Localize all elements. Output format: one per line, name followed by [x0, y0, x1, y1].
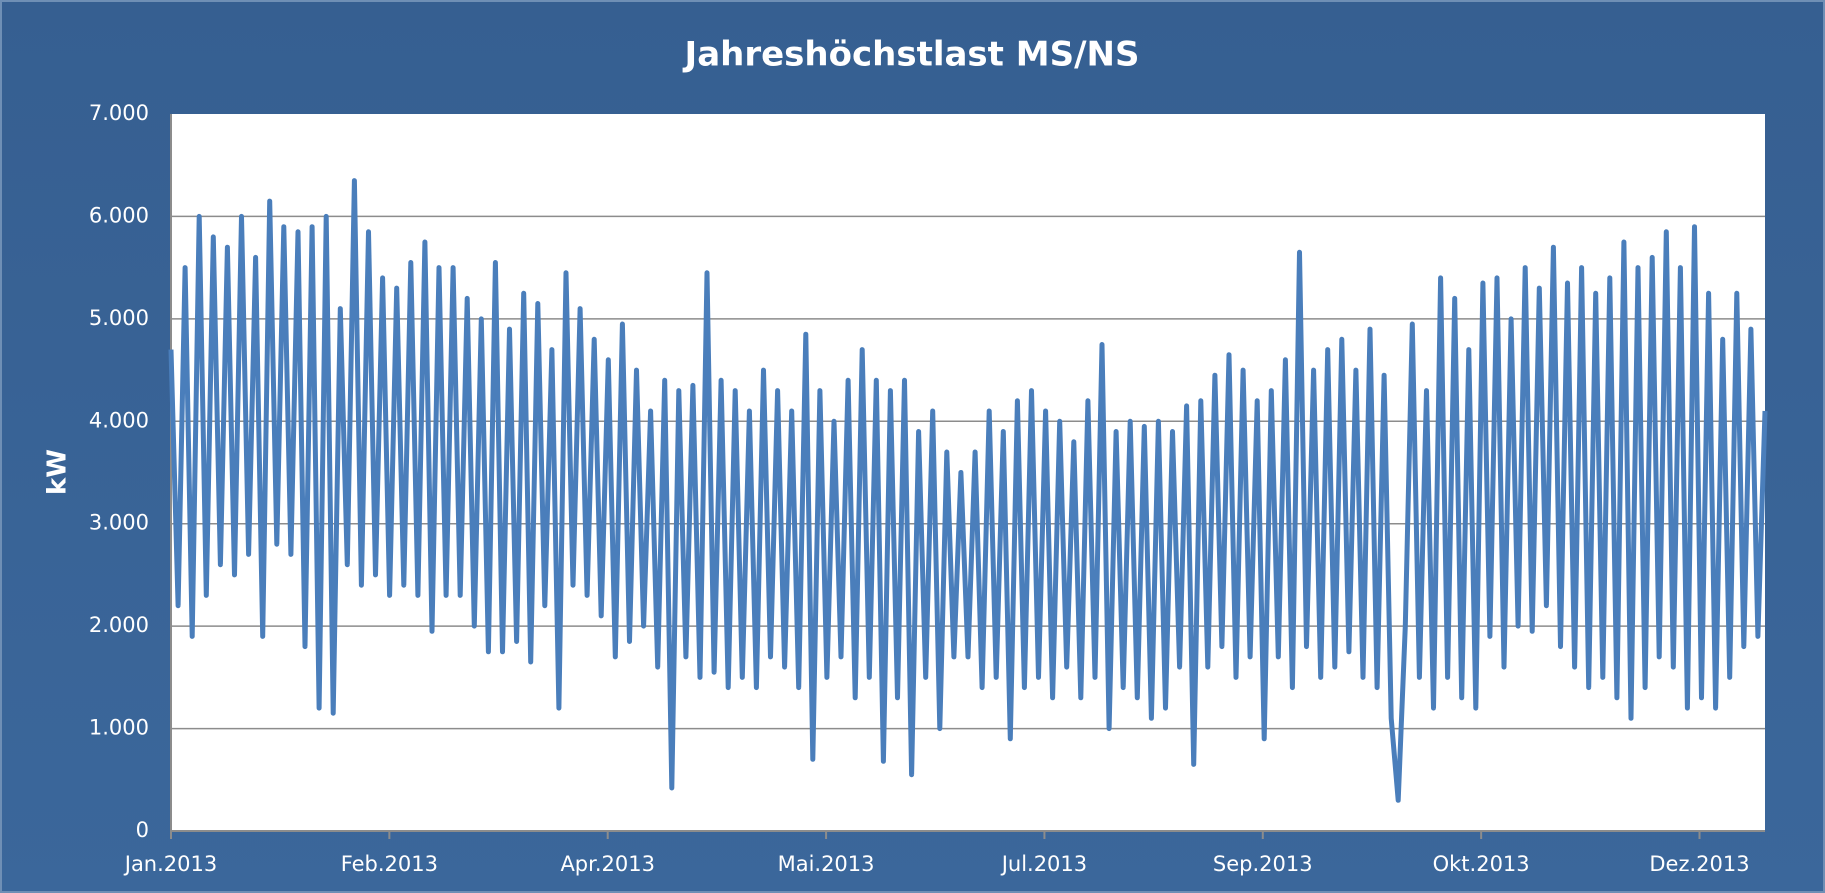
plot-area: [171, 114, 1765, 831]
y-tick-label: 3.000: [89, 511, 149, 535]
y-axis-label: kW: [43, 449, 73, 495]
y-tick-label: 1.000: [89, 716, 149, 740]
x-tick-label: Jan.2013: [123, 852, 218, 876]
y-tick-label: 5.000: [89, 306, 149, 330]
y-tick-label: 6.000: [89, 203, 149, 227]
x-tick-label: Apr.2013: [560, 852, 655, 876]
x-tick-label: Okt.2013: [1433, 852, 1530, 876]
x-tick-label: Dez.2013: [1649, 852, 1749, 876]
x-tick-label: Feb.2013: [341, 852, 438, 876]
x-tick-label: Mai.2013: [778, 852, 875, 876]
x-tick-label: Jul.2013: [1000, 852, 1087, 876]
x-tick-label: Sep.2013: [1213, 852, 1313, 876]
y-tick-label: 0: [136, 818, 149, 842]
series-line: [168, 178, 1768, 803]
y-tick-label: 2.000: [89, 613, 149, 637]
y-tick-label: 7.000: [89, 101, 149, 125]
chart-title: Jahreshöchstlast MS/NS: [683, 35, 1140, 75]
y-tick-label: 4.000: [89, 408, 149, 432]
